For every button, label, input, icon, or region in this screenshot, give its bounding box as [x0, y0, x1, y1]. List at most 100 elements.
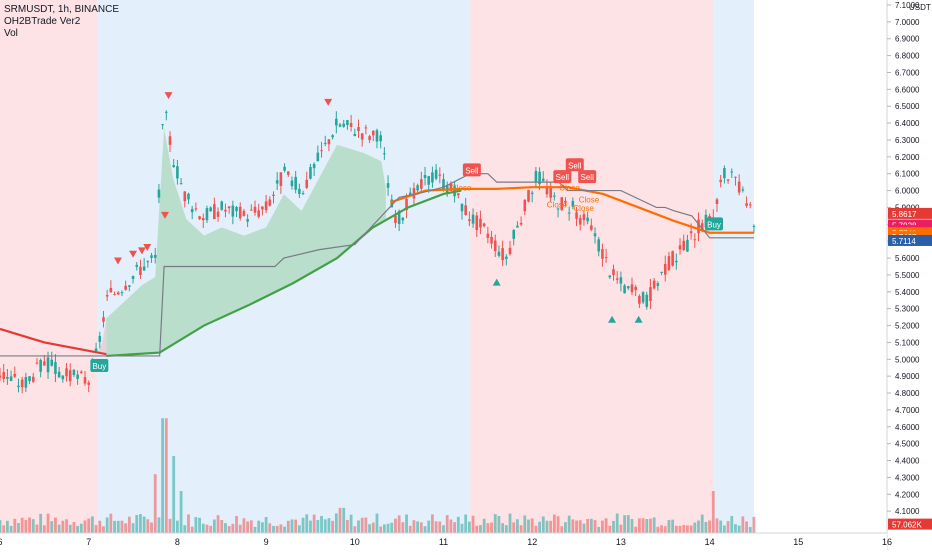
candle-body — [438, 174, 442, 176]
candle-body — [726, 179, 730, 181]
price-tick-label: 6.8000 — [895, 52, 920, 61]
volume-bar — [527, 519, 530, 533]
volume-bar — [464, 514, 468, 533]
candle-body — [198, 216, 201, 220]
indicator-oh2b[interactable]: OH2BTrade Ver2 — [4, 16, 81, 27]
candle-body — [534, 170, 538, 183]
candle-body — [427, 176, 431, 185]
candle-body — [479, 218, 482, 228]
volume-bar — [556, 516, 560, 533]
volume-bar — [623, 515, 626, 533]
candle-body — [235, 206, 238, 212]
volume-bar — [486, 523, 490, 533]
candle-body — [656, 283, 660, 286]
candle-body — [176, 166, 179, 179]
candle-body — [331, 135, 334, 138]
volume-bar — [301, 517, 305, 533]
volume-bar — [460, 523, 464, 533]
price-tick-label: 6.7000 — [895, 68, 920, 77]
price-axis-bg — [887, 0, 932, 550]
volume-bar — [65, 519, 68, 533]
volume-bar — [512, 522, 516, 533]
candle-body — [553, 195, 556, 197]
candle-body — [697, 219, 700, 234]
signal-label-text: Buy — [707, 220, 721, 229]
volume-bar — [552, 514, 556, 533]
candle-body — [35, 362, 39, 364]
volume-bar — [2, 525, 6, 533]
signal-label-bg — [462, 163, 481, 177]
candle-body — [190, 208, 194, 213]
volume-bar — [205, 524, 209, 533]
volume-bar — [401, 522, 405, 533]
candle-body — [671, 251, 674, 266]
volume-bar — [364, 517, 368, 533]
candle-body — [505, 256, 508, 259]
candle-body — [530, 192, 534, 194]
candle-body — [368, 136, 371, 141]
volume-bar — [90, 516, 94, 533]
candle-body — [745, 203, 748, 206]
chart-title[interactable]: SRMUSDT, 1h, BINANCE — [4, 4, 120, 15]
candle-body — [179, 183, 183, 185]
volume-bar — [693, 522, 697, 533]
volume-bar — [582, 523, 586, 533]
volume-bar — [253, 526, 257, 533]
volume-bar — [678, 525, 682, 533]
volume-bar — [57, 524, 61, 533]
price-tick-label: 6.5000 — [895, 102, 920, 111]
volume-bar — [275, 525, 279, 533]
candle-body — [65, 368, 68, 377]
volume-bar — [456, 516, 460, 533]
currency-label: USDT — [909, 3, 931, 12]
signal-label-text: Buy — [92, 362, 106, 371]
volume-bar — [597, 526, 601, 533]
candle-body — [120, 292, 124, 294]
price-tick-label: 5.6000 — [895, 254, 920, 263]
volume-bar — [663, 526, 667, 533]
price-tick-label: 4.3000 — [895, 473, 920, 482]
candle-body — [194, 208, 198, 210]
volume-bar — [438, 521, 442, 533]
price-tick-label: 6.4000 — [895, 119, 920, 128]
volume-bar — [560, 526, 564, 533]
volume-bar — [283, 526, 286, 533]
price-tick-label: 4.6000 — [895, 423, 920, 432]
price-tick-label: 4.5000 — [895, 440, 920, 449]
volume-bar — [349, 514, 353, 533]
volume-bar — [286, 520, 290, 533]
candle-body — [468, 219, 471, 221]
candle-body — [567, 212, 571, 214]
volume-bar — [523, 515, 527, 533]
candle-body — [323, 142, 327, 144]
volume-bar — [105, 517, 109, 533]
volume-bar — [327, 518, 331, 533]
candle-body — [253, 206, 257, 213]
candle-body — [379, 135, 382, 142]
volume-bar — [323, 519, 327, 533]
volume-bar — [405, 514, 408, 533]
bg-zone-3 — [714, 0, 754, 533]
volume-bar — [235, 515, 238, 533]
price-label-bg — [888, 234, 932, 246]
candle-body — [50, 359, 54, 366]
candle-body — [46, 357, 50, 373]
volume-bar — [375, 513, 379, 533]
candle-body — [165, 111, 168, 113]
volume-bar — [748, 526, 752, 533]
volume-bar — [342, 507, 346, 533]
candle-body — [612, 269, 615, 275]
volume-bar — [79, 523, 83, 533]
candle-body — [316, 152, 320, 162]
volume-bar — [619, 524, 623, 533]
candle-body — [205, 208, 209, 221]
indicator-vol[interactable]: Vol — [4, 28, 18, 39]
price-label-bg — [888, 518, 932, 530]
volume-bar — [124, 523, 128, 533]
volume-bar — [242, 518, 246, 533]
candle-body — [2, 372, 5, 379]
volume-bar — [249, 520, 253, 533]
volume-bar — [209, 525, 213, 533]
candle-body — [87, 382, 90, 385]
